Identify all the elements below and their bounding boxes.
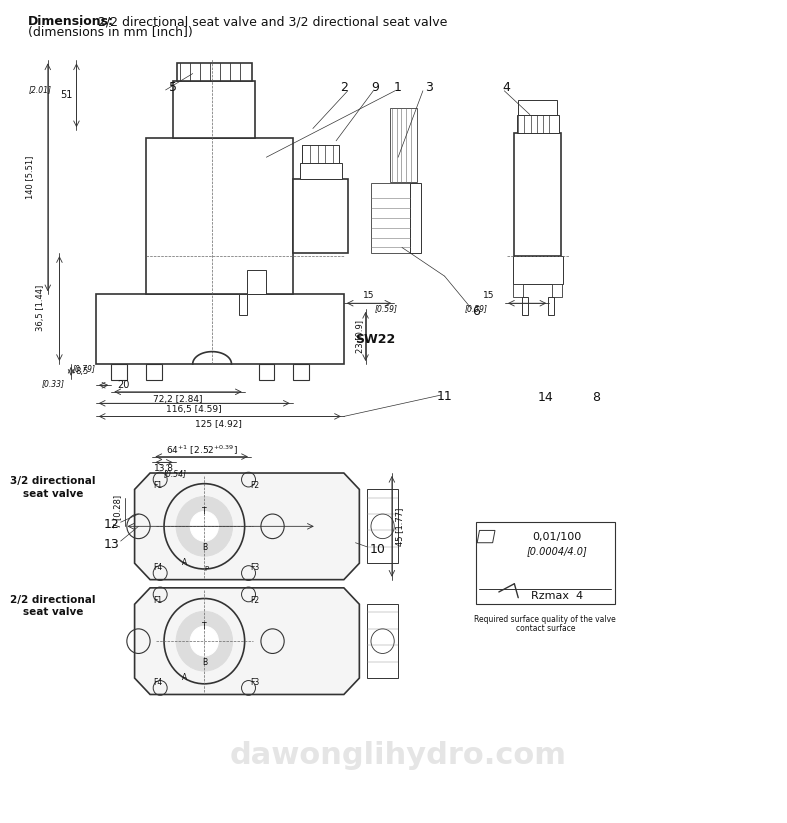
- Text: SW22: SW22: [355, 332, 395, 346]
- Bar: [390, 108, 417, 182]
- Bar: [146, 138, 294, 294]
- Bar: [294, 364, 309, 380]
- Bar: [522, 296, 528, 314]
- Text: F1: F1: [153, 596, 162, 605]
- Bar: [371, 184, 410, 253]
- Text: F4: F4: [153, 677, 162, 686]
- Text: Required surface quality of the valve: Required surface quality of the valve: [475, 615, 616, 624]
- Text: 9: 9: [371, 81, 379, 94]
- Bar: [177, 63, 253, 81]
- Text: A: A: [182, 558, 187, 567]
- Text: 1: 1: [394, 81, 402, 94]
- Bar: [518, 100, 557, 114]
- Circle shape: [190, 511, 219, 542]
- Text: dawonglihydro.com: dawonglihydro.com: [230, 742, 567, 770]
- Text: 5: 5: [169, 81, 177, 94]
- Circle shape: [176, 496, 232, 556]
- Text: seat valve: seat valve: [23, 489, 83, 499]
- Text: F3: F3: [250, 563, 260, 572]
- Text: Dimensions:: Dimensions:: [28, 16, 113, 29]
- Text: 10: 10: [369, 543, 385, 556]
- Text: F2: F2: [250, 481, 259, 490]
- Text: 6: 6: [471, 305, 479, 318]
- Text: 72,2 [2.84]: 72,2 [2.84]: [153, 395, 203, 404]
- Text: T: T: [202, 507, 207, 516]
- Text: 3: 3: [425, 81, 433, 94]
- Text: 2/2 directional: 2/2 directional: [10, 595, 96, 605]
- Text: F3: F3: [250, 677, 260, 686]
- Text: Rzmax  4: Rzmax 4: [531, 591, 583, 601]
- Text: F2: F2: [250, 596, 259, 605]
- Bar: [96, 294, 344, 364]
- Text: 125 [4.92]: 125 [4.92]: [195, 419, 242, 428]
- Bar: [475, 523, 615, 604]
- Bar: [515, 133, 561, 256]
- Text: [0.54]: [0.54]: [164, 469, 187, 478]
- Bar: [513, 256, 563, 285]
- Text: 4: 4: [503, 81, 511, 94]
- Text: (dimensions in mm [inch]): (dimensions in mm [inch]): [28, 26, 192, 39]
- Polygon shape: [135, 473, 360, 579]
- Polygon shape: [135, 588, 360, 695]
- Text: [2.01]: [2.01]: [28, 86, 51, 95]
- Text: 11: 11: [437, 390, 453, 403]
- Text: F1: F1: [153, 481, 162, 490]
- Bar: [302, 145, 339, 163]
- Text: 15: 15: [483, 291, 494, 300]
- Text: 3/2 directional: 3/2 directional: [10, 477, 96, 486]
- Bar: [548, 296, 554, 314]
- Bar: [410, 184, 421, 253]
- Text: B: B: [201, 658, 207, 667]
- Text: [0.33]: [0.33]: [42, 379, 65, 388]
- Text: 0,01/100: 0,01/100: [532, 532, 582, 542]
- Text: 45 [1.77]: 45 [1.77]: [395, 507, 405, 546]
- Text: 36,5 [1.44]: 36,5 [1.44]: [35, 285, 45, 332]
- Text: 14: 14: [538, 391, 553, 404]
- Text: 15: 15: [363, 291, 375, 300]
- Text: 13,8: 13,8: [154, 463, 174, 472]
- Text: 23 [0.9]: 23 [0.9]: [355, 319, 364, 352]
- Text: P: P: [205, 566, 209, 572]
- Bar: [294, 179, 348, 253]
- Text: 116,5 [4.59]: 116,5 [4.59]: [167, 406, 222, 414]
- Bar: [513, 285, 523, 296]
- Bar: [173, 81, 255, 138]
- Text: F4: F4: [153, 563, 162, 572]
- Text: seat valve: seat valve: [23, 607, 83, 617]
- Bar: [259, 364, 274, 380]
- Text: [0.79]: [0.79]: [72, 365, 96, 374]
- Text: 20: 20: [116, 380, 129, 390]
- Bar: [552, 285, 562, 296]
- Text: [0.59]: [0.59]: [465, 305, 488, 314]
- Bar: [247, 270, 266, 294]
- Text: 8: 8: [592, 391, 600, 404]
- Polygon shape: [477, 531, 495, 542]
- Text: 140 [5.51]: 140 [5.51]: [25, 156, 35, 198]
- Circle shape: [190, 626, 219, 656]
- Bar: [367, 490, 398, 563]
- Bar: [517, 114, 559, 133]
- Text: 2: 2: [340, 81, 348, 94]
- Bar: [146, 364, 161, 380]
- Bar: [300, 163, 342, 179]
- Text: 13: 13: [103, 538, 119, 551]
- Text: T: T: [202, 621, 207, 630]
- Text: B: B: [201, 543, 207, 552]
- Bar: [111, 364, 127, 380]
- Text: 7 [0.28]: 7 [0.28]: [113, 495, 122, 528]
- Text: [0.59]: [0.59]: [374, 305, 397, 314]
- Circle shape: [176, 611, 232, 671]
- Bar: [367, 604, 398, 678]
- Bar: [239, 294, 247, 314]
- Text: 2/2 directional seat valve and 3/2 directional seat valve: 2/2 directional seat valve and 3/2 direc…: [94, 16, 447, 29]
- Text: contact surface: contact surface: [515, 625, 575, 634]
- Text: [0.0004/4.0]: [0.0004/4.0]: [527, 546, 587, 556]
- Text: A: A: [182, 673, 187, 682]
- Text: 8,5: 8,5: [75, 367, 88, 376]
- Text: 12: 12: [103, 518, 119, 531]
- Text: 51: 51: [61, 90, 72, 100]
- Text: 64$^{+1}$ [2.52$^{+0.39}$]: 64$^{+1}$ [2.52$^{+0.39}$]: [166, 444, 238, 458]
